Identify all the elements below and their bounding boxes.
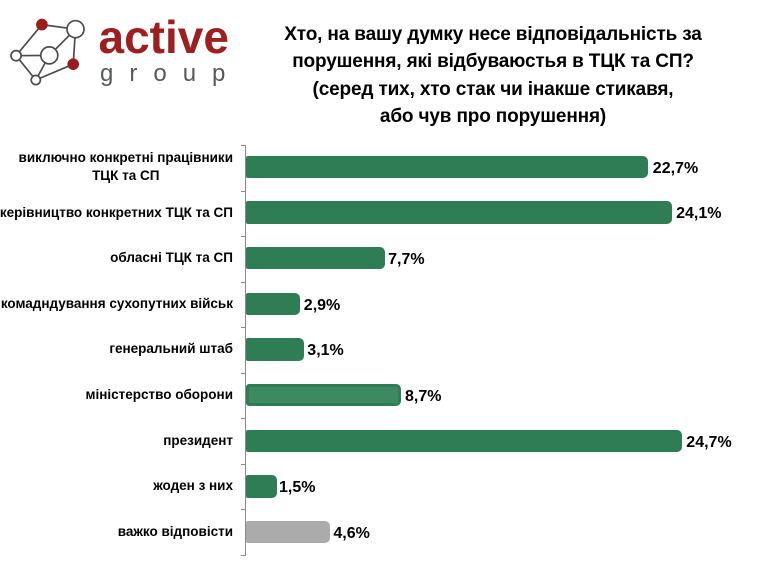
svg-text:group: group [100,60,241,87]
svg-text:active: active [99,11,229,63]
